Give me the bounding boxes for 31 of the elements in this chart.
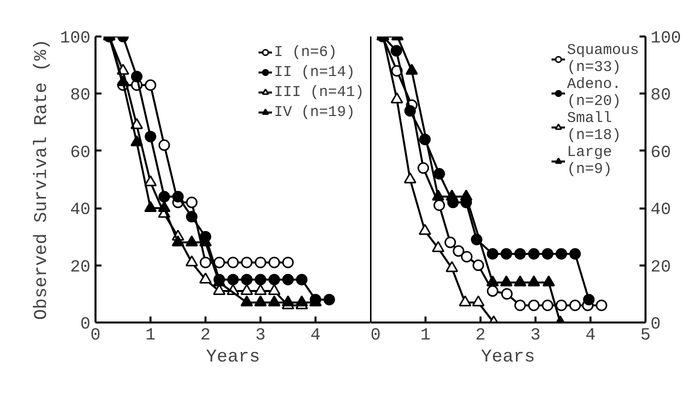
y-tick-label: 60 [70,144,91,163]
y-tick-label: 100 [60,30,91,48]
y2-tick-label: 20 [650,258,671,278]
x-tick-label: 3 [255,326,266,346]
x-tick-label: 2 [475,326,486,346]
legend-label: IV (n=19) [274,104,355,120]
x-tick-label: 4 [585,326,596,346]
y2-tick-label: 100 [650,30,682,48]
y2-tick-label: 40 [650,201,671,220]
x-tick-label: 1 [145,326,156,346]
x-tick-label: 1 [420,326,431,346]
x-tick-label: 3 [530,326,541,346]
x-tick-label: 2 [200,326,211,346]
y-tick-label: 20 [70,258,91,278]
x-axis-title: Years [480,348,536,368]
legend-label: Small (n=18) [566,110,621,144]
y-tick-label: 80 [70,86,91,106]
x-axis-title: Years [206,348,260,368]
legend-label: III (n=41) [274,84,364,100]
legend-label: I (n=6) [274,44,337,60]
x-tick-label: 0 [370,326,381,346]
legend-label: Adeno. (n=20) [566,76,621,110]
legend-label: II (n=14) [274,64,355,80]
y-tick-label: 40 [70,201,91,220]
y2-tick-label: 60 [650,144,671,163]
y2-tick-label: 80 [650,86,671,106]
y-axis-title: Observed Survival Rate (%) [32,39,52,320]
x-tick-label: 4 [310,326,321,346]
legend-label: Large (n=9) [566,144,612,178]
x-tick-label: 5 [640,326,651,346]
legend-label: Squamous (n=33) [566,42,639,76]
